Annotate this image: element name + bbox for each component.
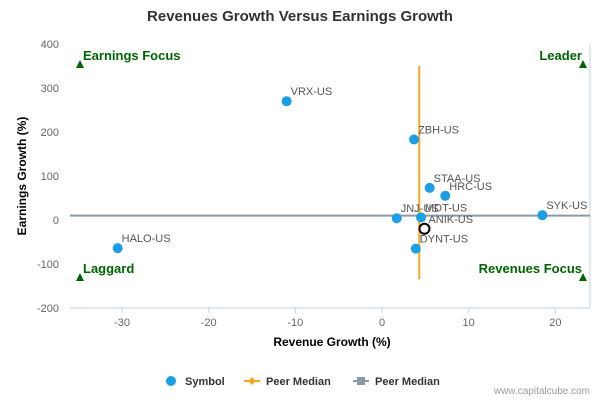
- credit-text: www.capitalcube.com: [493, 386, 590, 397]
- plot-frame: [70, 44, 591, 309]
- laggard-marker: [76, 273, 84, 281]
- y-tick-label: 400: [41, 39, 59, 51]
- y-tick-label: 0: [53, 215, 59, 227]
- point-vrx-us: [281, 96, 292, 107]
- quadrant-laggard: Laggard: [83, 261, 134, 276]
- point-label-zbh-us: ZBH-US: [418, 124, 459, 136]
- x-tick-label: 20: [549, 317, 561, 329]
- x-tick-label: -20: [201, 317, 217, 329]
- point-staa-us: [424, 182, 435, 193]
- point-zbh-us: [409, 134, 420, 145]
- x-tick-label: -30: [114, 317, 130, 329]
- quadrant-earnings-focus: Earnings Focus: [83, 48, 181, 63]
- y-tick-label: -200: [37, 303, 59, 315]
- x-tick-label: 0: [379, 317, 385, 329]
- legend-median-diamond: [248, 377, 256, 385]
- legend: Symbol Peer Median Peer Median: [166, 376, 440, 388]
- legend-label: Symbol: [185, 376, 225, 388]
- point-mdt-us: [416, 212, 426, 223]
- x-axis-title: Revenue Growth (%): [273, 335, 390, 349]
- point-jnj-us: [391, 213, 402, 224]
- point-label-dynt-us: DYNT-US: [420, 234, 468, 246]
- revenues-focus-marker: [579, 273, 587, 281]
- point-halo-us: [112, 243, 123, 254]
- point-label-vrx-us: VRX-US: [291, 86, 333, 98]
- point-label-syk-us: SYK-US: [546, 200, 587, 212]
- point-label-staa-us: STAA-US: [434, 173, 481, 185]
- legend-symbol-marker: [166, 376, 176, 386]
- point-label-anik-us: ANIK-US: [428, 214, 473, 226]
- y-axis-title: Earnings Growth (%): [15, 117, 29, 236]
- legend-label: Peer Median: [266, 376, 331, 388]
- y-axis-ticks: -200 -100 0 100 200 300 400: [37, 39, 59, 315]
- y-tick-label: 300: [41, 83, 59, 95]
- point-label-hrc-us: HRC-US: [449, 181, 492, 193]
- x-axis-ticks: -30 -20 -10 0 10 20: [114, 308, 561, 329]
- point-hrc-us: [440, 190, 451, 201]
- legend-median-square: [357, 377, 365, 385]
- y-tick-label: -100: [37, 259, 59, 271]
- quadrant-labels: Earnings Focus Leader Laggard Revenues Focu…: [76, 48, 587, 281]
- point-label-jnj-us: JNJ-US: [401, 203, 439, 215]
- legend-label: Peer Median: [375, 376, 440, 388]
- quadrant-leader: Leader: [539, 48, 582, 63]
- point-anik-us: [418, 222, 431, 235]
- peer-median-lines: [70, 66, 590, 280]
- quadrant-revenues-focus: Revenues Focus: [479, 261, 582, 276]
- point-dynt-us: [410, 243, 421, 254]
- y-tick-label: 100: [41, 171, 59, 183]
- leader-marker: [579, 60, 587, 68]
- y-tick-label: 200: [41, 127, 59, 139]
- x-tick-label: 10: [463, 317, 475, 329]
- chart-title: Revenues Growth Versus Earnings Growth: [147, 8, 453, 25]
- point-label-mdt-us: MDT-US: [425, 202, 467, 214]
- x-tick-label: -10: [287, 317, 303, 329]
- earnings-focus-marker: [76, 60, 84, 68]
- point-syk-us: [537, 210, 548, 221]
- point-label-halo-us: HALO-US: [122, 233, 171, 245]
